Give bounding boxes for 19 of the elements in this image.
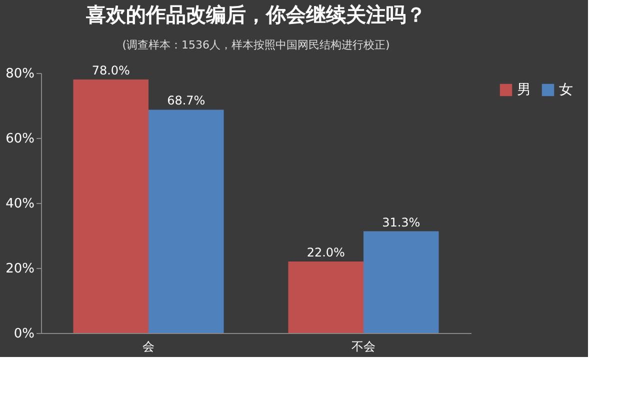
legend-label: 男 [517,82,531,98]
x-tick-label: 不会 [352,340,376,354]
y-tick-label: 40% [6,196,34,212]
data-label: 68.7% [167,94,206,108]
legend-label: 女 [559,82,573,98]
chart-subtitle: (调查样本：1536人，样本按照中国网民结构进行校正) [122,38,390,52]
y-tick-label: 60% [6,132,34,146]
chart-title: 喜欢的作品改编后，你会继续关注吗？ [85,2,426,26]
bar [364,231,439,333]
data-label: 78.0% [92,64,130,78]
data-label: 31.3% [382,215,420,230]
y-tick-label: 20% [6,262,34,276]
bar [148,110,224,333]
bar [73,80,148,333]
data-label: 22.0% [306,246,345,260]
x-tick-label: 会 [142,340,154,354]
y-tick-label: 80% [6,66,34,82]
bar [288,262,364,333]
y-tick-label: 0% [14,326,34,342]
